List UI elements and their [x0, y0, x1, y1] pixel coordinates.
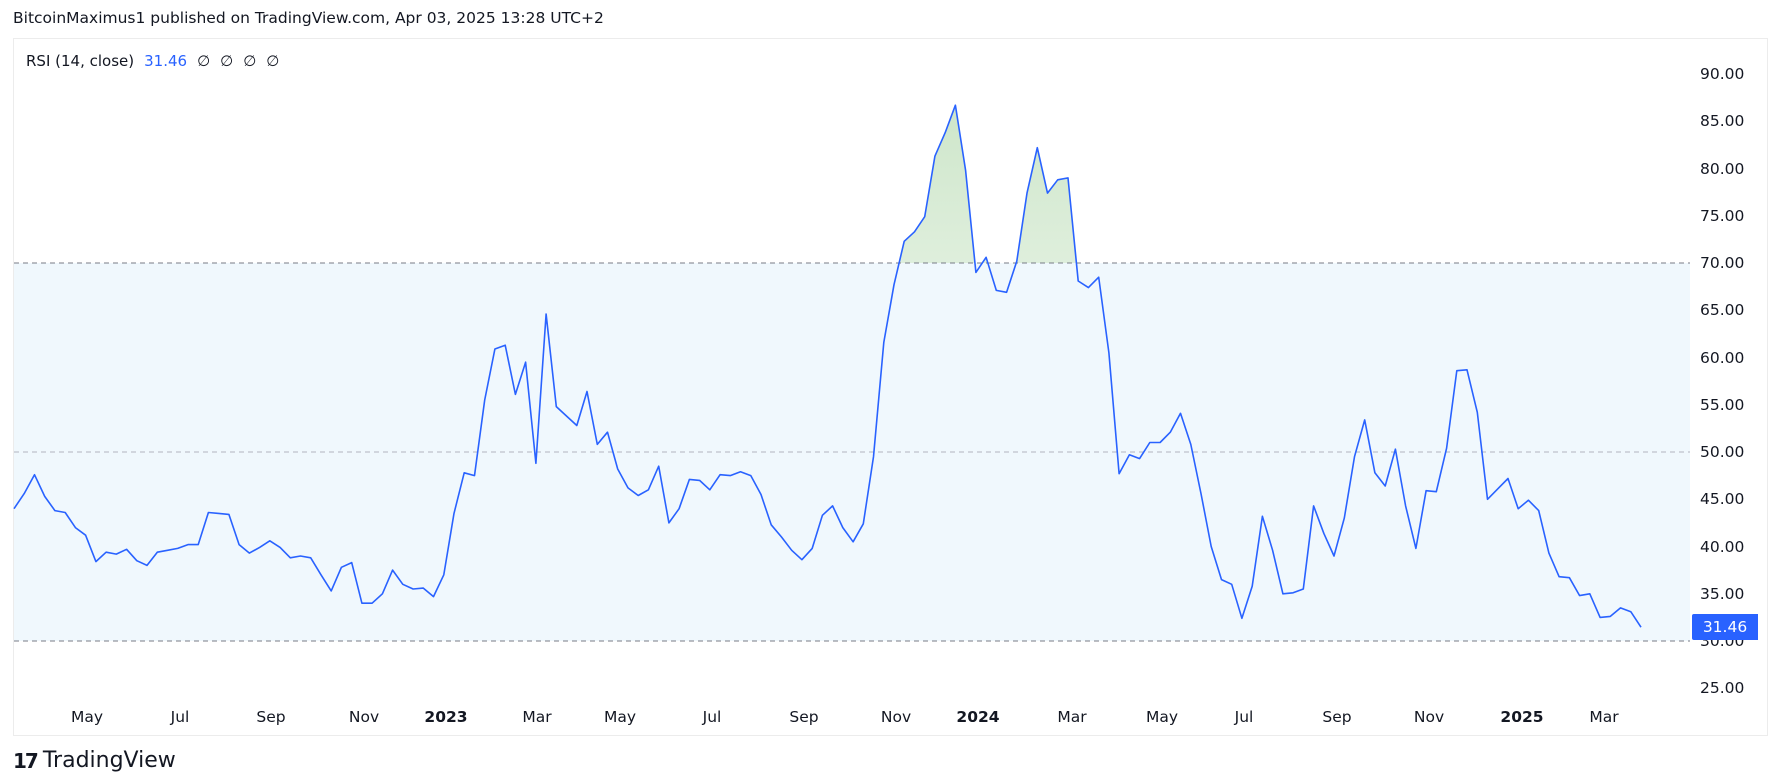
x-tick-label: 2023: [424, 708, 468, 726]
x-tick-label: Mar: [1057, 708, 1087, 726]
x-tick-label: May: [603, 708, 637, 726]
indicator-legend[interactable]: RSI (14, close) 31.46 ∅ ∅ ∅ ∅: [26, 52, 279, 70]
x-tick-label: Nov: [1413, 708, 1445, 726]
x-tick-label: 2024: [956, 708, 1000, 726]
y-tick-label: 50.00: [1700, 443, 1745, 461]
na-value-3: ∅: [243, 52, 257, 70]
indicator-value: 31.46: [144, 52, 188, 70]
x-tick-label: 2025: [1500, 708, 1544, 726]
x-tick-label: Nov: [348, 708, 380, 726]
y-tick-label: 25.00: [1700, 679, 1745, 698]
y-tick-label: 65.00: [1700, 301, 1745, 320]
na-value-2: ∅: [220, 52, 234, 70]
x-tick-label: Sep: [789, 708, 819, 726]
y-tick-label: 75.00: [1700, 206, 1745, 225]
x-tick-label: Sep: [1322, 708, 1352, 726]
y-tick-label: 90.00: [1700, 65, 1745, 83]
last-value-badge: 31.46: [1692, 614, 1758, 640]
x-tick-label: Mar: [522, 708, 552, 726]
y-tick-label: 70.00: [1700, 254, 1745, 272]
indicator-name: RSI (14, close): [26, 52, 135, 70]
x-tick-label: Jul: [1234, 708, 1254, 726]
y-tick-label: 40.00: [1700, 537, 1745, 556]
y-tick-label: 60.00: [1700, 348, 1745, 367]
y-tick-label: 85.00: [1700, 112, 1745, 131]
rsi-line: [13, 104, 1642, 628]
na-value-1: ∅: [197, 52, 211, 70]
y-tick-label: 35.00: [1700, 584, 1745, 603]
tradingview-logo-text: TradingView: [42, 748, 176, 773]
x-tick-label: Jul: [170, 708, 190, 726]
x-tick-label: May: [70, 708, 104, 726]
y-tick-label: 45.00: [1700, 490, 1745, 509]
y-tick-label: 55.00: [1700, 395, 1745, 414]
x-tick-label: Nov: [880, 708, 912, 726]
tradingview-logo[interactable]: 17 TradingView: [13, 748, 176, 773]
x-tick-label: Sep: [256, 708, 286, 726]
x-tick-label: May: [1145, 708, 1179, 726]
publisher-line: BitcoinMaximus1 published on TradingView…: [13, 9, 604, 27]
x-tick-label: Jul: [702, 708, 722, 726]
tradingview-logo-icon: 17: [13, 748, 39, 773]
na-value-4: ∅: [266, 52, 280, 70]
y-tick-label: 80.00: [1700, 159, 1745, 178]
x-tick-label: Mar: [1589, 708, 1619, 726]
